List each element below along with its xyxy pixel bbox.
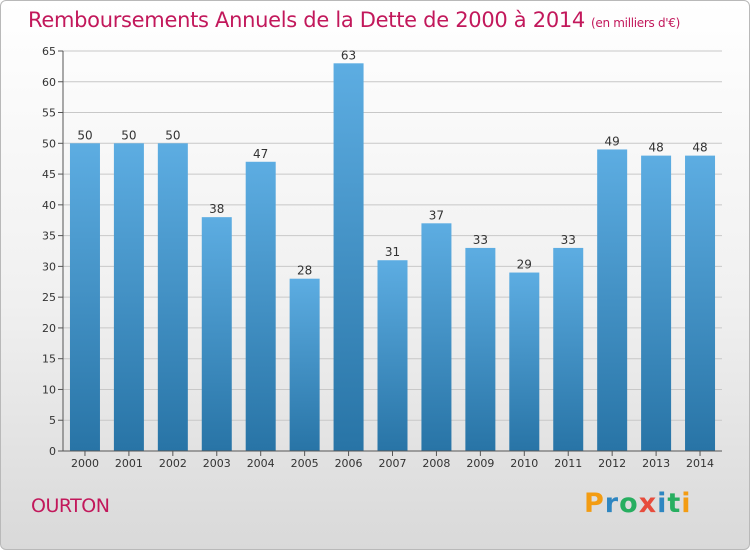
bar xyxy=(553,247,584,451)
x-tick-label: 2002 xyxy=(159,457,187,470)
town-name: OURTON xyxy=(31,495,110,517)
bar-value-label: 29 xyxy=(517,258,532,272)
x-tick-label: 2006 xyxy=(335,457,363,470)
y-tick-label: 10 xyxy=(42,383,56,396)
proxiti-logo[interactable]: Proxiti xyxy=(584,488,692,519)
x-tick-label: 2014 xyxy=(686,457,714,470)
y-tick-label: 5 xyxy=(49,414,56,427)
x-axis: 2000 2001 2002 2003 2004 2005 2006 2007 2008 2009… xyxy=(63,450,722,470)
bar xyxy=(509,272,540,451)
y-tick-label: 25 xyxy=(42,291,56,304)
bar-value-label: 50 xyxy=(121,128,136,142)
logo-letter: o xyxy=(619,488,639,519)
y-tick-label: 45 xyxy=(42,168,56,181)
x-tick-label: 2000 xyxy=(71,457,99,470)
x-tick-label: 2005 xyxy=(291,457,319,470)
y-tick-label: 55 xyxy=(42,107,56,120)
chart-title: Remboursements Annuels de la Dette de 20… xyxy=(28,8,680,32)
x-tick-label: 2004 xyxy=(247,457,275,470)
y-tick-label: 30 xyxy=(42,260,56,273)
bar-value-label: 37 xyxy=(429,208,444,222)
y-axis: 0 5 10 15 20 25 30 35 40 45 50 55 60 65 xyxy=(42,45,64,458)
logo-letter: t xyxy=(667,488,682,519)
unit-label: (en milliers d'€) xyxy=(591,16,681,30)
bar xyxy=(465,247,496,451)
logo-letter: P xyxy=(584,488,605,519)
bar xyxy=(201,217,232,451)
bar-value-label: 49 xyxy=(605,134,620,148)
x-tick-label: 2013 xyxy=(642,457,670,470)
bar-value-label: 63 xyxy=(341,48,356,62)
bar xyxy=(333,63,364,452)
bar xyxy=(289,278,320,451)
bar-value-label: 48 xyxy=(692,141,707,155)
bar xyxy=(685,155,716,451)
x-tick-label: 2010 xyxy=(510,457,538,470)
bar xyxy=(245,161,276,451)
logo-letter: i xyxy=(657,488,668,519)
title-text: Remboursements Annuels de la Dette de 20… xyxy=(28,8,585,32)
logo-letter: i xyxy=(681,488,692,519)
bar xyxy=(69,143,100,452)
x-tick-label: 2001 xyxy=(115,457,143,470)
bar xyxy=(113,143,144,452)
bar-value-label: 31 xyxy=(385,245,400,259)
bar xyxy=(377,260,408,451)
bar-value-label: 50 xyxy=(77,128,92,142)
x-tick-label: 2009 xyxy=(466,457,494,470)
y-tick-label: 65 xyxy=(42,45,56,58)
bars: 50 50 50 38 47 28 63 31 37 33 29 33 49 48 48 xyxy=(69,48,716,452)
bar-value-label: 28 xyxy=(297,264,312,278)
bar xyxy=(641,155,672,451)
bar-value-label: 33 xyxy=(561,233,576,247)
bar-value-label: 50 xyxy=(165,128,180,142)
logo-letter: r xyxy=(604,488,620,519)
x-tick-label: 2003 xyxy=(203,457,231,470)
bar xyxy=(597,149,628,451)
y-tick-label: 50 xyxy=(42,137,56,150)
y-tick-label: 35 xyxy=(42,230,56,243)
bar-value-label: 33 xyxy=(473,233,488,247)
y-tick-label: 40 xyxy=(42,199,56,212)
y-tick-label: 0 xyxy=(49,445,56,458)
x-tick-label: 2011 xyxy=(554,457,582,470)
bar-value-label: 48 xyxy=(648,141,663,155)
x-tick-label: 2012 xyxy=(598,457,626,470)
x-tick-label: 2008 xyxy=(422,457,450,470)
bar-value-label: 38 xyxy=(209,202,224,216)
bar-value-label: 47 xyxy=(253,147,268,161)
bar xyxy=(421,223,452,451)
y-tick-label: 15 xyxy=(42,353,56,366)
x-tick-label: 2007 xyxy=(379,457,407,470)
y-tick-label: 20 xyxy=(42,322,56,335)
bar xyxy=(157,143,188,452)
logo-letter: x xyxy=(638,488,658,519)
y-tick-label: 60 xyxy=(42,76,56,89)
